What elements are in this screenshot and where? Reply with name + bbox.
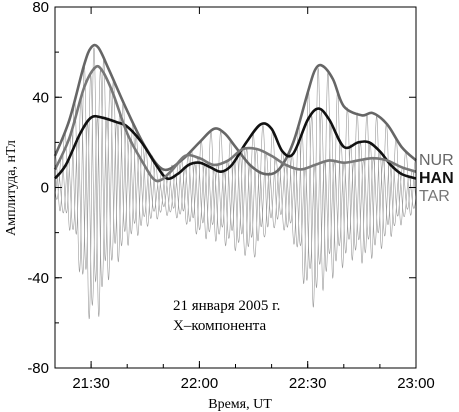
x-tick-label: 22:30: [289, 375, 327, 392]
oscillation-trace: [54, 110, 417, 307]
y-axis: 80 40 0 -40 -80: [27, 0, 416, 377]
y-tick-label: 40: [32, 89, 49, 106]
oscillation-trace: [54, 68, 417, 283]
series-nur-line: [53, 43, 417, 176]
series-han-line: [53, 107, 417, 181]
series-tar-line: [53, 64, 417, 183]
y-tick-label: 80: [32, 0, 49, 16]
oscillation-trace: [54, 47, 417, 320]
annotation-component: X–компонента: [173, 318, 267, 334]
x-axis: 21:30 22:00 22:30 23:00: [54, 7, 435, 392]
x-tick-label: 22:00: [181, 375, 219, 392]
y-tick-label: 0: [41, 180, 49, 197]
legend-han: HAN: [419, 170, 454, 187]
y-tick-label: -80: [27, 360, 49, 377]
legend-nur: NUR: [419, 152, 454, 169]
legend-tar: TAR: [419, 188, 450, 205]
y-axis-title: Амплитуда, нТл: [4, 140, 19, 236]
x-tick-label: 23:00: [397, 375, 435, 392]
x-axis-title: Время, UT: [208, 397, 272, 412]
oscillation-traces: [54, 47, 417, 320]
y-tick-label: -40: [27, 270, 49, 287]
annotation-date: 21 января 2005 г.: [173, 298, 280, 314]
envelope-lines: [53, 43, 417, 183]
x-tick-label: 21:30: [72, 375, 110, 392]
